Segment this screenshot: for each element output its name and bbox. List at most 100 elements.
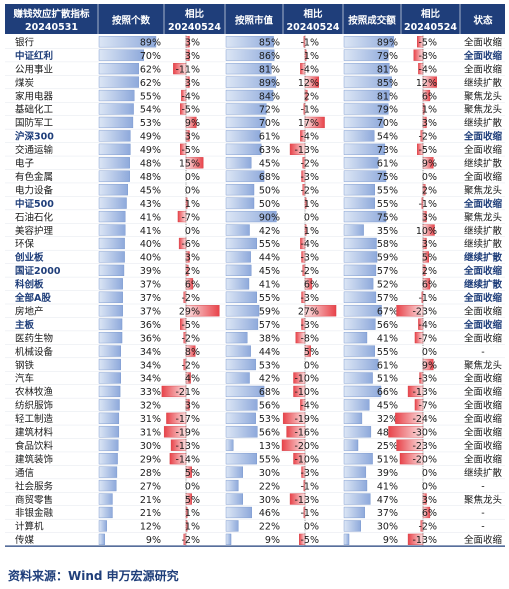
change-value: -3% — [301, 293, 320, 304]
row-label: 商贸零售 — [15, 494, 53, 506]
pct-bar — [343, 170, 387, 182]
row-label: 电力设备 — [15, 184, 54, 196]
pct-value: 55% — [259, 239, 280, 250]
change-value: 9% — [422, 360, 437, 371]
row-label: 传媒 — [15, 534, 35, 546]
row-label: 主板 — [15, 319, 35, 331]
status-value: - — [481, 522, 484, 533]
pct-bar — [98, 224, 126, 236]
pct-value: 38% — [259, 333, 280, 344]
pct-bar — [343, 466, 367, 478]
pct-bar — [343, 49, 389, 61]
pct-bar — [225, 143, 262, 155]
pct-bar — [225, 278, 250, 290]
header-label: 相比 — [303, 8, 323, 20]
change-value: -5% — [301, 535, 320, 546]
change-value: 17% — [298, 118, 319, 129]
pct-value: 57% — [377, 293, 398, 304]
change-bar — [166, 412, 187, 424]
pct-bar — [225, 399, 258, 411]
pct-value: 56% — [377, 320, 398, 331]
change-bar — [183, 533, 187, 546]
change-value: 12% — [298, 78, 319, 89]
table-row: 交通运输 49% -5% 63% -13% 73% -5% 全面收缩 — [5, 142, 505, 156]
pct-bar — [98, 493, 113, 505]
row-label: 轻工制造 — [15, 413, 54, 425]
pct-value: 63% — [259, 145, 280, 156]
header-label: 20240531 — [25, 22, 78, 33]
change-bar — [161, 385, 187, 398]
change-value: -21% — [175, 387, 200, 398]
change-bar — [304, 89, 308, 102]
change-value: -14% — [175, 454, 200, 465]
status-value: 全面收缩 — [464, 413, 503, 425]
pct-bar — [343, 479, 368, 492]
pct-value: 36% — [140, 320, 161, 331]
row-label: 基础化工 — [15, 104, 54, 116]
row-label: 创业板 — [14, 252, 44, 264]
change-value: -20% — [412, 454, 437, 465]
pct-bar — [225, 385, 265, 398]
change-value: -4% — [301, 132, 320, 143]
change-bar — [304, 49, 307, 61]
change-value: -3% — [301, 253, 320, 264]
change-value: 2% — [304, 91, 319, 102]
table-row: 钢铁 34% -2% 53% 0% 61% 9% 聚焦龙头 — [5, 357, 505, 371]
pct-bar — [343, 385, 382, 398]
pct-bar — [98, 345, 121, 357]
row-label: 国证2000 — [15, 266, 61, 277]
change-value: 6% — [185, 280, 200, 291]
change-value: -2% — [182, 535, 201, 546]
change-value: -3% — [301, 172, 320, 183]
pct-value: 32% — [140, 401, 161, 412]
pct-value: 22% — [259, 522, 280, 533]
pct-value: 81% — [259, 64, 280, 75]
status-value: 全面收缩 — [463, 50, 503, 62]
change-bar — [422, 224, 435, 236]
status-value: 全面收缩 — [464, 373, 503, 385]
pct-value: 31% — [140, 414, 161, 425]
change-bar — [289, 493, 306, 505]
pct-value: 41% — [140, 212, 161, 223]
pct-bar — [98, 358, 121, 371]
change-value: -5% — [182, 105, 201, 116]
change-bar — [388, 426, 424, 438]
change-value: -8% — [301, 333, 320, 344]
change-value: -10% — [294, 374, 319, 385]
status-value: 全面收缩 — [464, 144, 503, 156]
change-value: -7% — [419, 333, 438, 344]
change-value: -2% — [301, 185, 320, 196]
table-row: 社会服务 27% 0% 22% -1% 41% 0% - — [5, 478, 505, 492]
change-bar — [300, 237, 306, 250]
pct-value: 41% — [259, 280, 280, 291]
pct-bar — [225, 291, 257, 303]
change-value: 5% — [185, 468, 200, 479]
pct-value: 79% — [377, 51, 398, 62]
pct-value: 41% — [377, 333, 398, 344]
row-label: 房地产 — [15, 305, 44, 317]
pct-bar — [343, 399, 370, 411]
pct-value: 54% — [140, 105, 161, 116]
change-bar — [185, 372, 191, 384]
change-value: 1% — [185, 508, 200, 519]
pct-bar — [225, 533, 232, 546]
table-row: 中证红利 70% 3% 86% 1% 79% -8% 全面收缩 — [5, 48, 505, 62]
change-bar — [185, 197, 188, 209]
change-value: 29% — [179, 306, 200, 317]
change-bar — [183, 291, 187, 303]
change-bar — [422, 358, 434, 371]
change-bar — [163, 426, 187, 438]
header-label: 20240524 — [404, 22, 457, 33]
status-value: 聚焦龙头 — [464, 494, 502, 506]
pct-value: 40% — [140, 253, 161, 264]
change-bar — [282, 412, 306, 424]
pct-bar — [98, 412, 120, 424]
status-value: 全面收缩 — [464, 36, 503, 48]
table-row: 计算机 12% 1% 22% 0% 30% -2% - — [5, 518, 505, 533]
pct-bar — [98, 49, 144, 61]
pct-value: 39% — [377, 468, 398, 479]
pct-value: 84% — [259, 91, 280, 102]
status-value: 全面收缩 — [464, 305, 503, 317]
row-label: 电子 — [15, 158, 35, 170]
pct-value: 32% — [377, 414, 398, 425]
